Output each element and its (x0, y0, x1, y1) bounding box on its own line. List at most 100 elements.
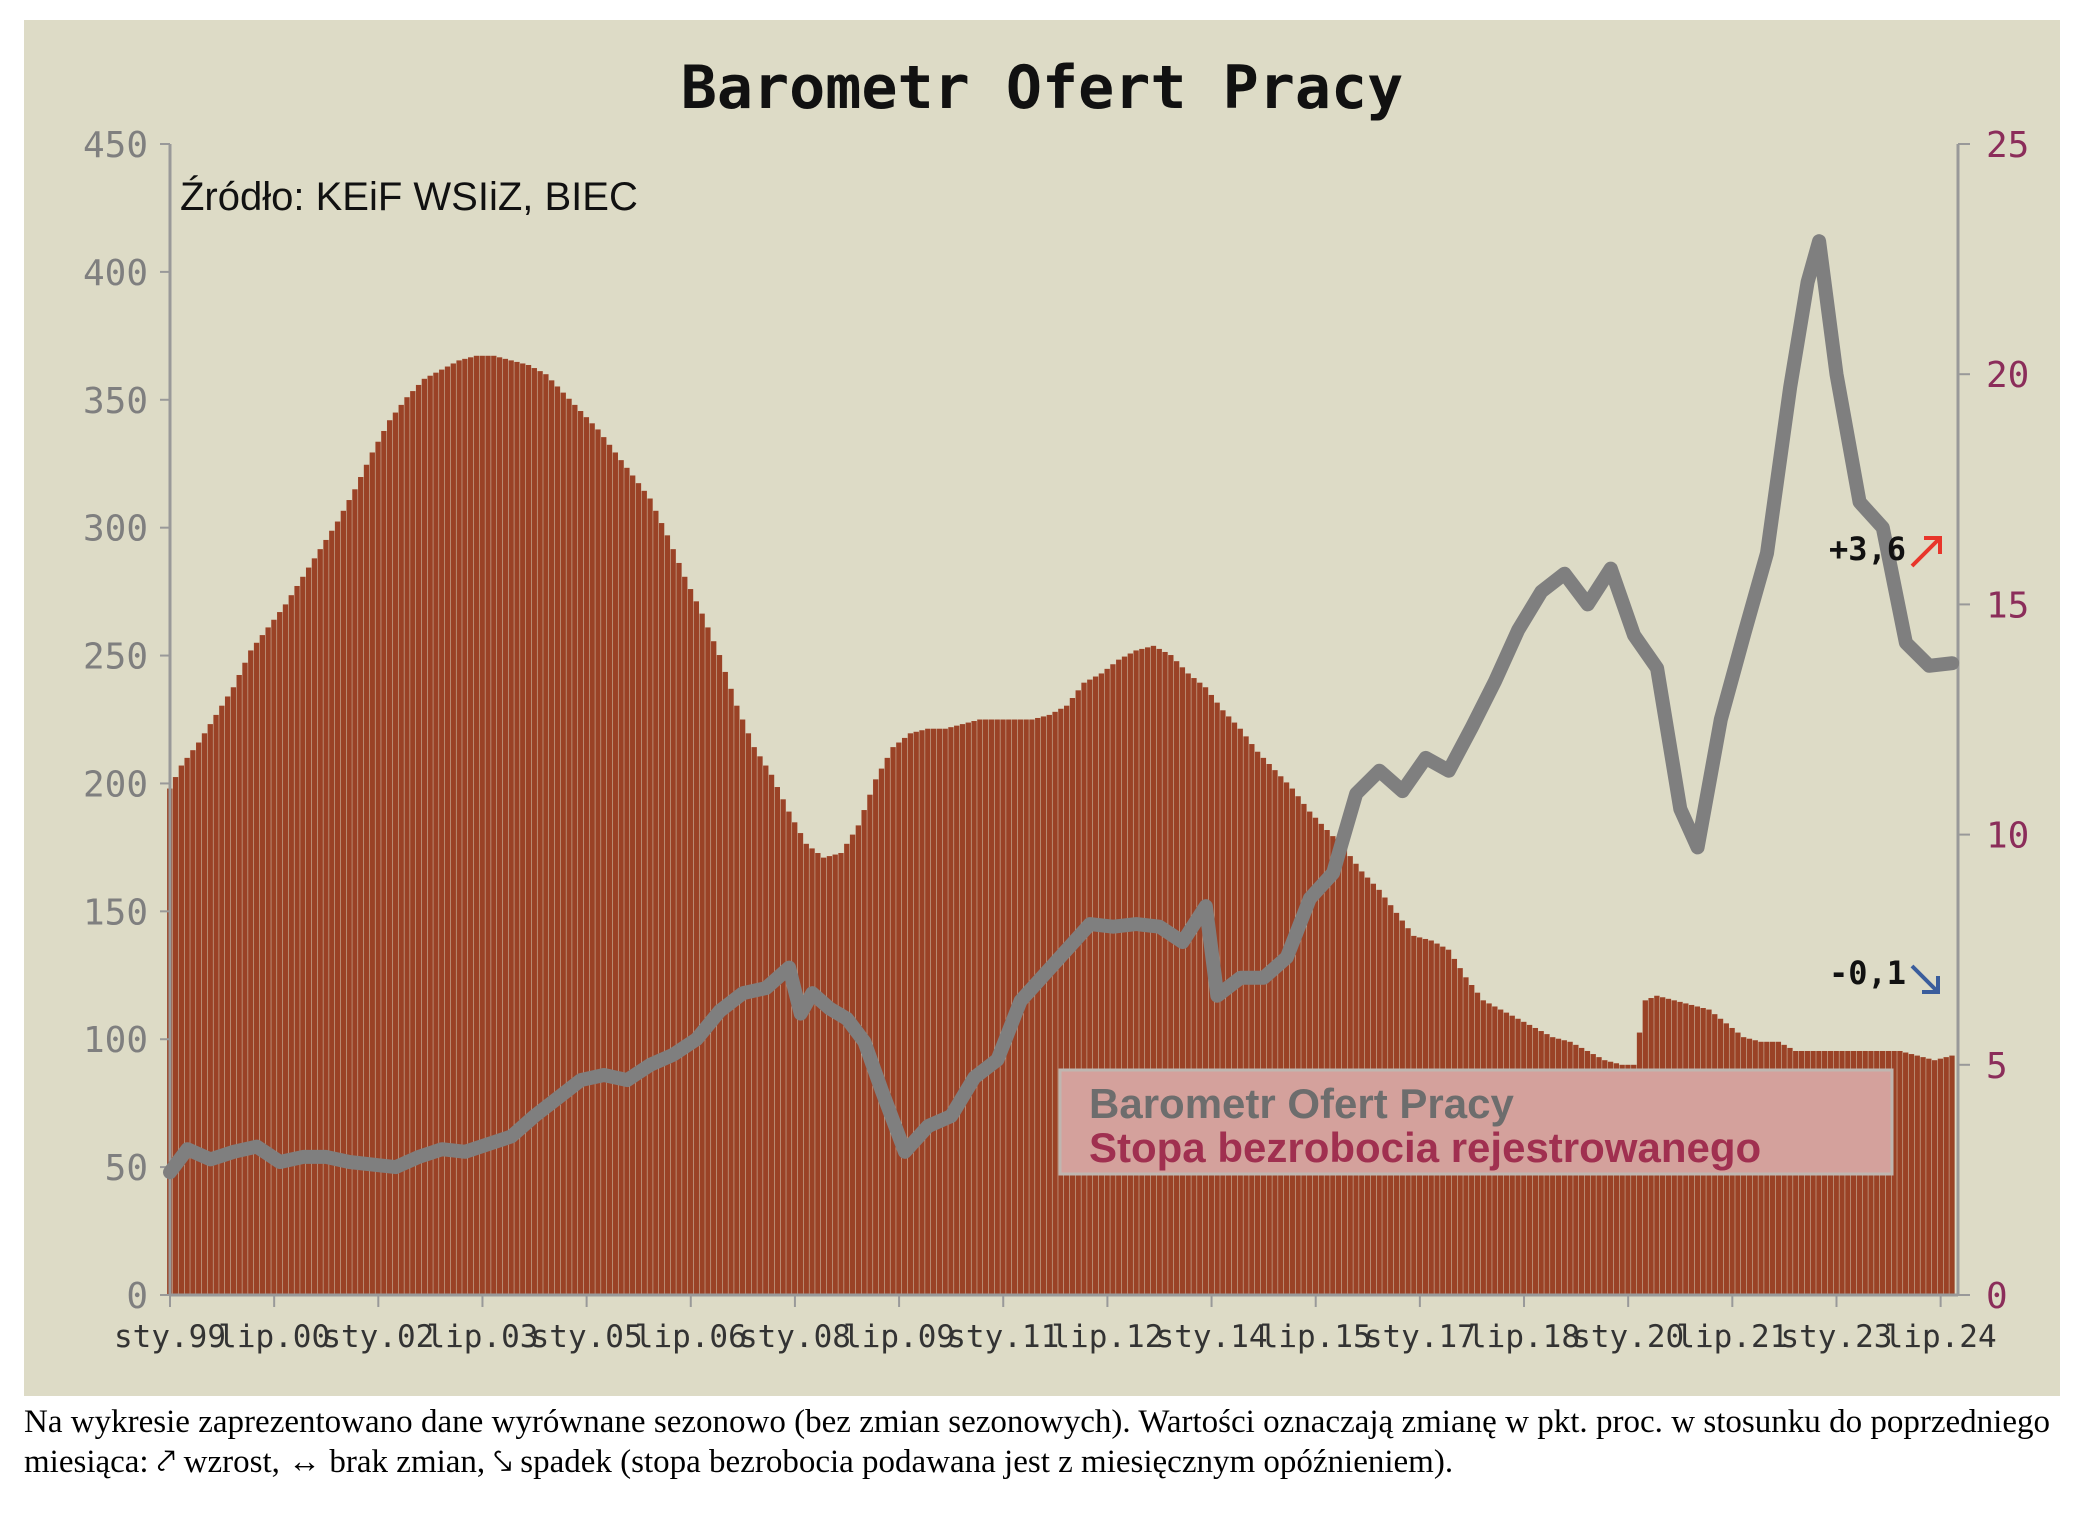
bar (1087, 679, 1093, 1295)
bar (392, 412, 399, 1295)
x-tick-label: lip.18 (1468, 1319, 1580, 1355)
bar (288, 595, 294, 1295)
bar (1283, 782, 1290, 1295)
bar (728, 688, 734, 1295)
bar (583, 417, 590, 1295)
bar (838, 853, 844, 1295)
bar (300, 576, 306, 1295)
chart-svg: Barometr Ofert Pracy Źródło: KEiF WSIiZ,… (83, 53, 2029, 1355)
bar (1150, 645, 1157, 1295)
bar (965, 722, 971, 1295)
legend-box (1058, 1068, 1894, 1176)
bar (473, 355, 480, 1295)
bar (566, 398, 572, 1295)
bar (751, 747, 757, 1295)
bar (201, 733, 208, 1295)
bar (363, 464, 370, 1295)
bar (323, 539, 329, 1295)
x-tick-label: lip.21 (1676, 1319, 1788, 1355)
left-tick-label: 0 (126, 1276, 148, 1317)
bar (1168, 655, 1174, 1295)
left-tick-label: 50 (105, 1148, 148, 1189)
bar (1607, 1061, 1614, 1295)
chart-title: Barometr Ofert Pracy (681, 53, 1403, 123)
bar (572, 404, 578, 1295)
bar (1897, 1050, 1903, 1295)
bar (1110, 664, 1116, 1295)
bar (1278, 776, 1284, 1295)
left-tick-label: 100 (83, 1020, 148, 1061)
bar (207, 724, 213, 1295)
legend-item-barometer: Barometr Ofert Pracy (1089, 1080, 1514, 1127)
bar (1330, 836, 1336, 1295)
bar (676, 562, 682, 1295)
bar (606, 444, 613, 1295)
bar (803, 843, 809, 1295)
bar (971, 721, 977, 1295)
bar (878, 768, 885, 1295)
bar (907, 733, 914, 1295)
bar (450, 363, 456, 1296)
bar (1162, 651, 1168, 1295)
bar (664, 535, 671, 1295)
bar (190, 750, 196, 1295)
bar (641, 490, 647, 1296)
bar (1307, 811, 1313, 1295)
bar (1046, 714, 1052, 1295)
bar (1121, 656, 1128, 1295)
bar (595, 429, 601, 1295)
bar (1197, 682, 1203, 1295)
bar (1006, 719, 1012, 1295)
bar (537, 371, 543, 1295)
bar (468, 357, 474, 1295)
bar (682, 576, 688, 1295)
bar (1139, 648, 1145, 1295)
bar (381, 430, 387, 1296)
annotation-down: -0,1 (1829, 954, 1940, 994)
bar (514, 361, 520, 1295)
bar (1289, 788, 1295, 1295)
x-tick-label: sty.23 (1780, 1319, 1892, 1355)
bar (618, 460, 624, 1295)
bar (699, 613, 705, 1295)
bar (687, 589, 694, 1295)
bar (1133, 650, 1139, 1295)
right-axis-ticks: 0 5 10 15 20 25 (1958, 125, 2029, 1317)
x-axis-ticks: sty.99lip.00sty.02lip.03sty.05lip.06sty.… (114, 1295, 1997, 1355)
x-tick-label: sty.11 (947, 1319, 1059, 1355)
bar (1312, 817, 1319, 1295)
bar (1266, 764, 1272, 1295)
bar (954, 725, 960, 1295)
bar (543, 374, 549, 1295)
left-tick-label: 450 (83, 125, 148, 166)
left-tick-label: 350 (83, 381, 148, 422)
bar (1202, 687, 1209, 1295)
bar (693, 601, 699, 1295)
bar (520, 363, 526, 1296)
bar (265, 627, 271, 1295)
bar (757, 756, 763, 1295)
bar (433, 372, 439, 1295)
left-tick-label: 300 (83, 509, 148, 550)
bar (716, 655, 723, 1295)
bar (259, 635, 266, 1295)
bar (242, 662, 248, 1295)
bar (305, 567, 312, 1295)
bar (612, 452, 618, 1296)
bar (1064, 705, 1070, 1295)
bar (705, 627, 711, 1295)
bar (739, 719, 746, 1295)
x-tick-label: lip.12 (1051, 1319, 1163, 1355)
bar (1631, 1064, 1637, 1295)
bar (890, 747, 896, 1295)
bar (248, 650, 254, 1295)
bar (334, 521, 341, 1295)
annotation-down-value: -0,1 (1829, 954, 1906, 992)
x-tick-label: sty.99 (114, 1319, 226, 1355)
bar (1920, 1057, 1926, 1295)
bar (213, 714, 219, 1295)
bar (1301, 803, 1307, 1295)
bar (1191, 678, 1197, 1295)
bar (815, 853, 821, 1295)
bar (745, 733, 752, 1295)
